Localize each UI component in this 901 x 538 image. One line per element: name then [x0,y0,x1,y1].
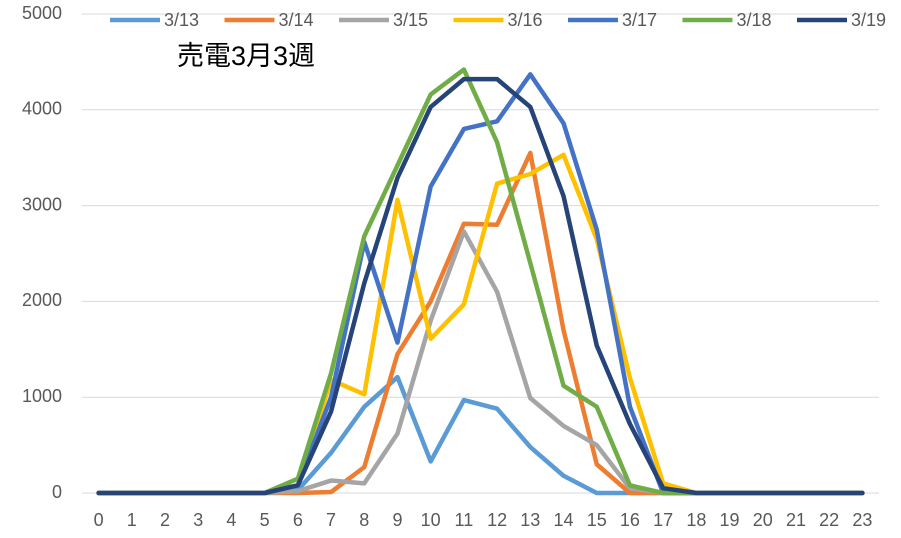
x-tick-label: 17 [653,510,673,530]
y-tick-label: 0 [52,482,62,502]
legend-label: 3/16 [508,10,543,30]
x-tick-label: 21 [786,510,806,530]
x-tick-label: 16 [620,510,640,530]
y-tick-label: 3000 [22,194,62,214]
y-tick-label: 2000 [22,290,62,310]
legend-label: 3/13 [164,10,199,30]
legend-label: 3/18 [737,10,772,30]
x-tick-label: 11 [455,510,474,530]
y-tick-label: 4000 [22,99,62,119]
x-tick-label: 15 [587,510,607,530]
x-tick-label: 6 [293,510,303,530]
x-tick-label: 2 [160,510,170,530]
x-tick-label: 3 [193,510,203,530]
x-tick-label: 9 [392,510,402,530]
x-tick-label: 5 [260,510,270,530]
x-tick-label: 7 [326,510,336,530]
legend-label: 3/14 [279,10,314,30]
legend-label: 3/19 [851,10,886,30]
chart-title: 売電3月3週 [177,41,315,71]
x-tick-label: 12 [487,510,507,530]
x-tick-label: 14 [554,510,574,530]
x-tick-label: 23 [852,510,872,530]
x-tick-label: 22 [819,510,839,530]
x-tick-label: 10 [421,510,441,530]
x-tick-label: 19 [720,510,740,530]
x-tick-label: 20 [753,510,773,530]
x-tick-label: 0 [94,510,104,530]
x-tick-label: 8 [359,510,369,530]
x-tick-label: 13 [520,510,540,530]
x-tick-label: 1 [127,510,137,530]
x-tick-label: 4 [226,510,236,530]
x-tick-label: 18 [686,510,706,530]
series-line [96,76,865,496]
y-tick-label: 5000 [22,3,62,23]
legend-label: 3/17 [622,10,657,30]
y-tick-label: 1000 [22,386,62,406]
legend-label: 3/15 [393,10,428,30]
